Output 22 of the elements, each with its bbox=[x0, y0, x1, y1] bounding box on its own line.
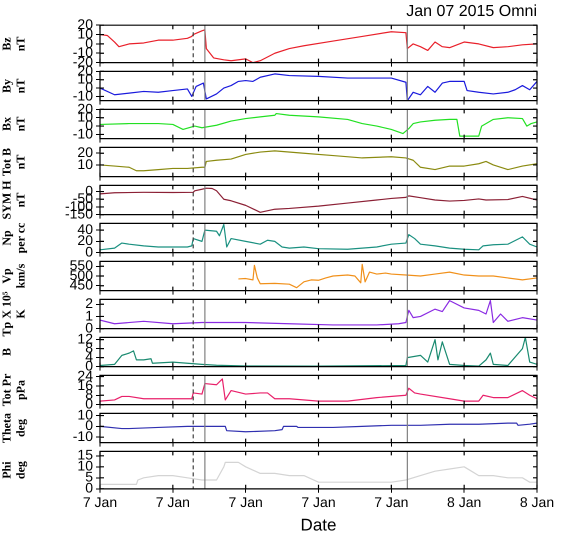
y-axis-title: Tot Pr pPa bbox=[0, 373, 28, 406]
x-tick-label: 7 Jan bbox=[374, 494, 408, 510]
y-axis-title: Np per cc bbox=[0, 222, 28, 254]
x-tick-label: 7 Jan bbox=[301, 494, 336, 510]
y-axis-title: Theta deg bbox=[0, 413, 28, 443]
x-tick-label: 8 Jan bbox=[447, 494, 482, 510]
y-tick-label: 20 bbox=[77, 144, 94, 160]
y-axis-title: Bz nT bbox=[0, 36, 28, 52]
y-axis-title: Phi deg bbox=[0, 460, 28, 480]
y-axis-title: B bbox=[0, 348, 14, 356]
y-axis-title: By nT bbox=[0, 78, 28, 94]
y-axis-title: Tp X 10⁵ K bbox=[0, 291, 28, 336]
x-tick-label: 8 Jan bbox=[520, 494, 554, 510]
y-axis-title: Vp km/s bbox=[0, 263, 28, 288]
y-axis-title: SYM H nT bbox=[0, 180, 28, 220]
chart-title: Jan 07 2015 Omni bbox=[406, 3, 537, 20]
x-tick-label: 7 Jan bbox=[156, 494, 190, 510]
y-axis-title: Bx nT bbox=[0, 116, 28, 132]
x-tick-label: 7 Jan bbox=[228, 494, 263, 510]
y-axis-title: Tot B nT bbox=[0, 148, 28, 176]
x-axis-title: Date bbox=[300, 515, 336, 534]
x-tick-label: 7 Jan bbox=[82, 494, 118, 510]
